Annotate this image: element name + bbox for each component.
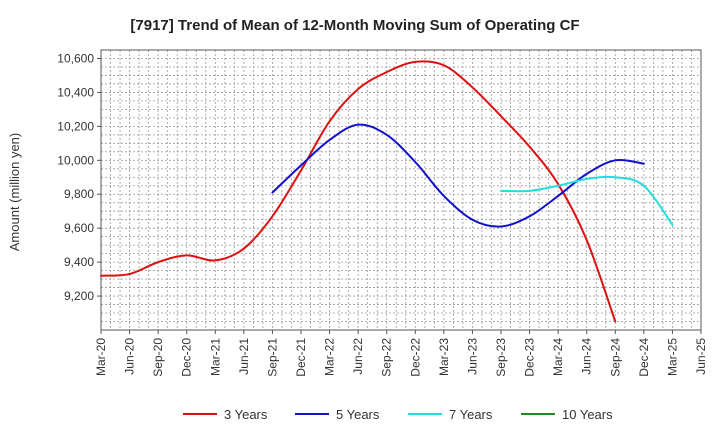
y-tick-label: 10,400 [57,85,94,99]
x-tick-label: Jun-23 [465,338,479,375]
y-tick-label: 9,400 [64,255,94,269]
grid [100,49,702,331]
y-tick-label: 10,000 [57,153,94,167]
legend-5-years-label: 5 Years [336,407,380,422]
x-tick-label: Jun-21 [237,338,251,375]
series-line-3-years [100,60,617,323]
chart-title: [7917] Trend of Mean of 12-Month Moving … [130,17,579,34]
y-tick-label: 10,600 [57,51,94,65]
x-tick-label: Sep-23 [494,338,508,377]
x-tick-label: Mar-20 [94,338,108,376]
series-line-7-years [500,175,674,226]
legend-7-years-label: 7 Years [449,407,493,422]
x-tick-label: Sep-20 [151,338,165,377]
x-tick-label: Dec-23 [523,338,537,377]
series-layer [100,60,674,323]
y-axis-label: Amount (million yen) [7,133,22,252]
legend-3-years-label: 3 Years [224,407,268,422]
plot-background [101,50,701,330]
x-tick-label: Mar-25 [665,338,679,376]
x-tick-label: Dec-20 [180,338,194,377]
x-tick-label: Sep-24 [608,338,622,377]
x-tick-label: Sep-21 [265,338,279,377]
x-tick-label: Dec-24 [637,338,651,377]
x-tick-label: Jun-22 [351,338,365,375]
x-tick-label: Jun-24 [580,338,594,375]
y-tick-label: 9,600 [64,221,94,235]
y-tick-label: 10,200 [57,119,94,133]
x-tick-label: Dec-22 [408,338,422,377]
x-tick-label: Mar-23 [437,338,451,376]
x-tick-label: Sep-22 [380,338,394,377]
x-tick-label: Mar-22 [323,338,337,376]
y-tick-label: 9,800 [64,187,94,201]
series-line-5-years [271,123,645,228]
x-tick-label: Mar-21 [208,338,222,376]
x-axis: Mar-20 Jun-20 Sep-20 Dec-20 Mar-21 Jun-21 Sep-… [94,330,708,377]
x-tick-label: Jun-25 [694,338,708,375]
x-tick-label: Dec-21 [294,338,308,377]
x-tick-label: Mar-24 [551,338,565,376]
plot-border [100,49,702,331]
x-tick-label: Jun-20 [123,338,137,375]
y-tick-label: 9,200 [64,289,94,303]
legend: 3 Years 5 Years 7 Years 10 Years [183,407,613,422]
plot-area [101,50,701,330]
y-axis: 9,200 9,400 9,600 9,800 10,000 10,200 10,400 10… [57,51,101,303]
legend-10-years-label: 10 Years [562,407,613,422]
